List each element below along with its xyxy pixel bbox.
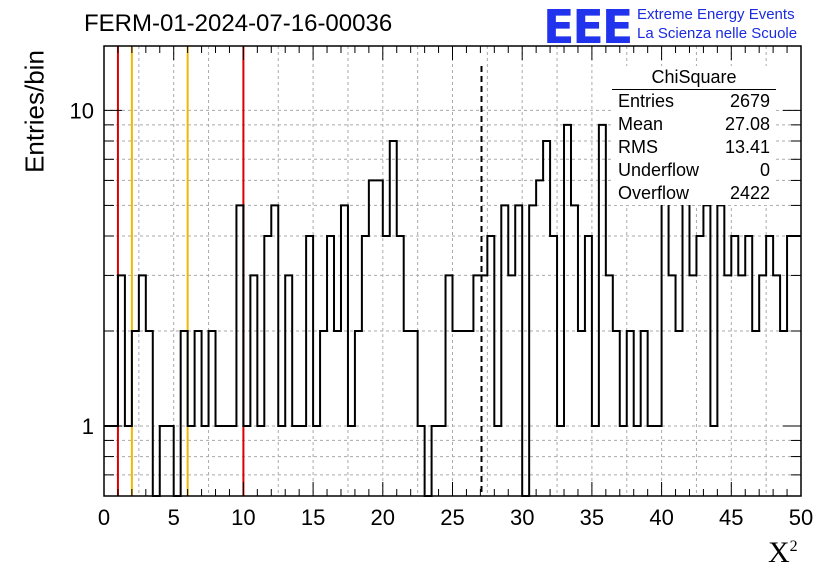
x-tick-label: 40	[649, 505, 673, 530]
stats-row: Entries 2679	[612, 90, 776, 113]
y-axis-label: Entries/bin	[19, 50, 50, 173]
stats-label: Underflow	[618, 160, 700, 180]
x-axis-label-base: X	[768, 536, 790, 569]
stats-row: Mean 27.08	[612, 113, 776, 136]
stats-box: ChiSquare Entries 2679 Mean 27.08 RMS 13.41…	[612, 66, 776, 205]
marker-lines	[116, 46, 483, 496]
stats-row: RMS 13.41	[612, 136, 776, 159]
stats-label: Entries	[618, 91, 675, 111]
x-tick-label: 50	[789, 505, 813, 530]
x-tick-label: 20	[371, 505, 395, 530]
axis-ticks	[103, 46, 802, 497]
run-title: FERM-01-2024-07-16-00036	[84, 10, 393, 37]
stats-value: 13.41	[724, 137, 770, 157]
stats-row: Overflow 2422	[612, 182, 776, 205]
x-tick-label: 25	[440, 505, 464, 530]
stats-label: Overflow	[618, 183, 690, 203]
stats-label: RMS	[618, 137, 658, 157]
x-tick-label: 30	[510, 505, 534, 530]
stats-title: ChiSquare	[612, 66, 776, 90]
stats-row: Underflow 0	[612, 159, 776, 182]
x-tick-label: 15	[301, 505, 325, 530]
stats-value: 2679	[729, 91, 770, 111]
logo-line-1: Extreme Energy Events	[637, 6, 795, 23]
stats-value: 27.08	[724, 114, 770, 134]
x-axis-label-sup: 2	[789, 538, 798, 555]
x-tick-label: 5	[168, 505, 180, 530]
stats-label: Mean	[618, 114, 664, 134]
x-tick-label: 0	[98, 505, 110, 530]
logo-line-2: La Scienza nelle Scuole	[637, 25, 798, 42]
y-tick-label: 10	[70, 98, 94, 123]
stats-value: 2422	[729, 183, 770, 203]
eee-logo: EEE	[543, 0, 633, 54]
x-axis-label: X2	[768, 536, 798, 570]
y-tick-label: 1	[82, 414, 94, 439]
x-tick-label: 35	[580, 505, 604, 530]
stats-value: 0	[759, 160, 770, 180]
x-tick-label: 45	[719, 505, 743, 530]
x-tick-label: 10	[231, 505, 255, 530]
axis-tick-labels: 0 5 10 15 20 25 30 35 40 45 50 1 10	[70, 98, 814, 530]
